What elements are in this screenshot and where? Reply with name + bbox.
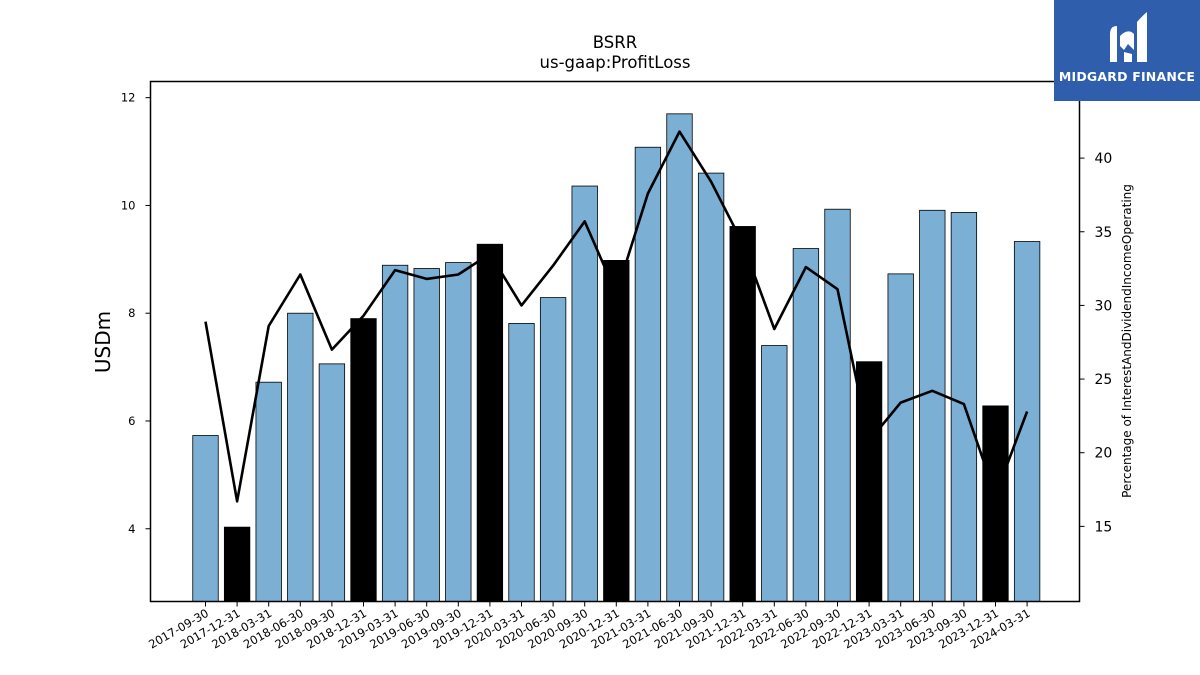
x-axis: 2017-09-302017-12-312018-03-312018-06-30… [146,601,1033,652]
bar-2018-06-30 [287,312,314,602]
y-axis-left: 4 6 8 10 12 [121,91,151,536]
y-tick-label-left: 4 [128,522,135,536]
y-tick-label-left: 6 [128,414,135,428]
bar-2020-03-31 [508,323,535,602]
midgard-finance-logo: MIDGARD FINANCE [1054,0,1200,101]
y-tick-label-left: 12 [121,91,136,105]
bars-group [192,113,1041,602]
y-tick-label-right: 20 [1095,446,1113,462]
bar-2021-03-31 [634,146,662,602]
line-group [204,130,1029,503]
bar-2018-12-31 [350,318,377,602]
logo-text: MIDGARD FINANCE [1058,69,1196,84]
bar-2017-09-30 [192,435,219,602]
bar-2024-03-31 [1013,241,1041,602]
y-axis-right: 15 20 25 30 35 40 [1079,151,1113,535]
y-axis-label-right: Percentage of InterestAndDividendIncomeO… [1120,184,1134,498]
bar-2023-12-31 [982,405,1009,602]
bar-2021-12-31 [729,226,756,602]
bar-2017-12-31 [223,526,251,602]
bar-2018-09-30 [318,363,346,602]
bar-2019-03-31 [381,264,409,602]
y-tick-label-left: 10 [121,198,136,212]
bar-2022-03-31 [761,345,788,602]
y-tick-label-right: 15 [1095,519,1113,535]
bar-2021-09-30 [697,172,725,602]
bar-2022-06-30 [792,248,820,602]
chart-subtitle: us-gaap:ProfitLoss [540,53,691,72]
y-tick-label-right: 35 [1095,225,1113,241]
bar-2020-09-30 [571,185,598,602]
bar-2020-12-31 [603,260,630,602]
y-tick-label-right: 30 [1095,298,1113,314]
bar-2019-12-31 [476,243,504,602]
bar-2020-06-30 [539,297,567,602]
y-tick-label-left: 8 [128,306,135,320]
bar-2023-06-30 [919,209,946,602]
bar-2019-09-30 [445,262,472,602]
logo-mark-icon [1110,12,1147,62]
bar-2018-03-31 [255,381,282,602]
bar-2021-06-30 [666,113,693,602]
y-tick-label-right: 25 [1095,372,1113,388]
plot-frame [149,80,1081,603]
bar-2019-06-30 [413,268,440,602]
line-series [204,130,1029,503]
y-tick-label-right: 40 [1095,151,1113,167]
bar-2022-09-30 [824,208,851,602]
chart-title: BSRR [593,33,637,52]
bar-2023-03-31 [887,273,914,602]
y-axis-label-left: USDm [91,311,115,373]
